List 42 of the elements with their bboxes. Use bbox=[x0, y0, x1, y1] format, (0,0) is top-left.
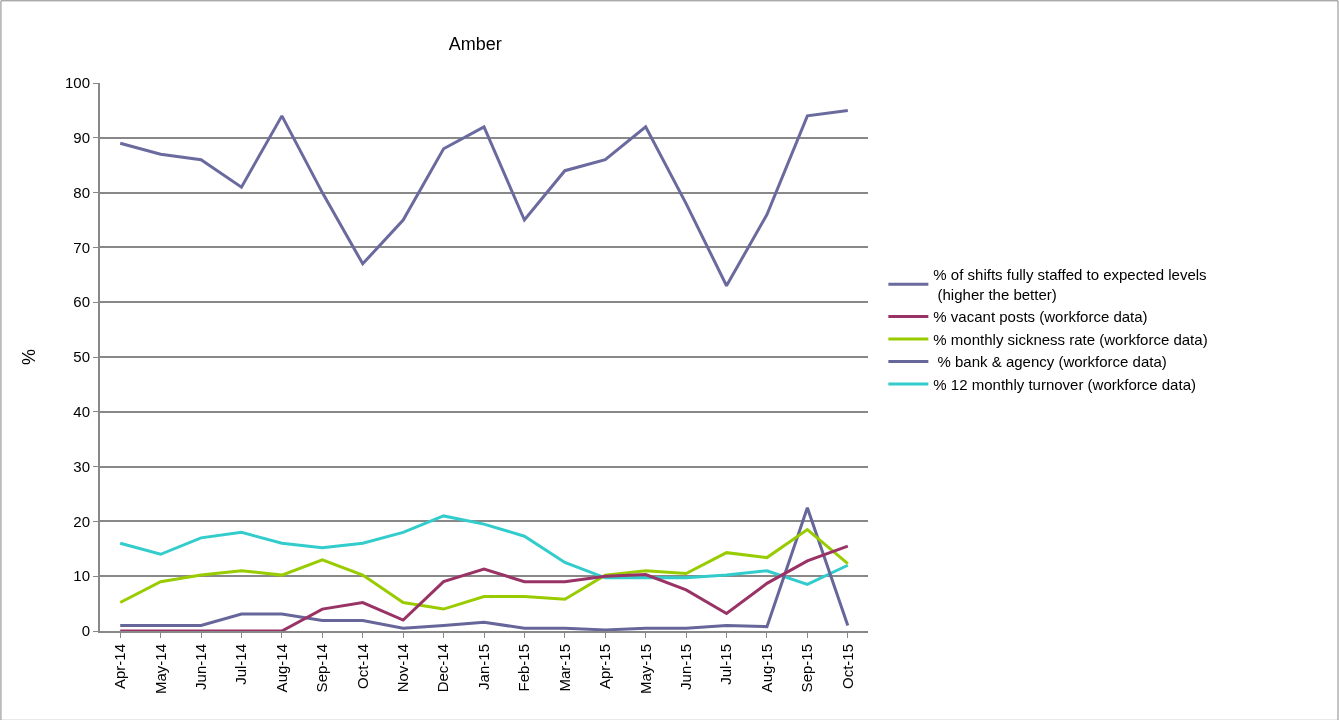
x-tick-label: Feb-15 bbox=[515, 644, 533, 692]
x-tick-label: Nov-14 bbox=[394, 644, 412, 693]
x-tick-label: May-15 bbox=[636, 644, 654, 695]
x-tick-label: Apr-14 bbox=[111, 644, 129, 690]
x-tick-label: Jun-15 bbox=[676, 644, 694, 690]
x-tick-label: Mar-15 bbox=[555, 644, 573, 692]
x-tick-label: Aug-15 bbox=[757, 644, 775, 693]
x-tick-label: Jan-15 bbox=[474, 644, 492, 690]
x-tick-label: Jun-14 bbox=[191, 644, 209, 690]
x-tick-label: Jul-15 bbox=[717, 644, 735, 685]
chart-title: Amber bbox=[448, 33, 502, 54]
x-tick-label: Aug-14 bbox=[272, 644, 290, 693]
y-tick-label: 0 bbox=[81, 622, 90, 640]
y-tick-label: 40 bbox=[73, 403, 90, 421]
y-tick-label: 30 bbox=[73, 457, 90, 475]
x-tick-label: May-14 bbox=[151, 644, 169, 695]
y-axis-title: % bbox=[18, 348, 39, 366]
x-tick-label: Sep-14 bbox=[313, 644, 331, 693]
line-series bbox=[118, 544, 850, 631]
x-tick-label: Sep-15 bbox=[798, 644, 816, 693]
line-series bbox=[118, 514, 850, 586]
x-tick-label: Dec-14 bbox=[434, 644, 452, 693]
y-tick-label: 10 bbox=[73, 567, 90, 585]
x-tick-label: Apr-15 bbox=[596, 644, 614, 690]
x-tick-label: Oct-14 bbox=[353, 644, 371, 690]
y-tick-label: 100 bbox=[64, 74, 90, 92]
line-series bbox=[118, 506, 850, 631]
x-tick-label: Jul-14 bbox=[232, 644, 250, 685]
line-series bbox=[118, 528, 850, 611]
legend-label: % vacant posts (workforce data) bbox=[933, 308, 1148, 326]
legend-label: % 12 monthly turnover (workforce data) bbox=[933, 375, 1196, 393]
y-tick-label: 70 bbox=[73, 238, 90, 256]
legend-label: % bank & agency (workforce data) bbox=[933, 353, 1167, 371]
y-tick-label: 60 bbox=[73, 293, 90, 311]
legend-label: % monthly sickness rate (workforce data) bbox=[933, 330, 1208, 348]
y-tick-label: 50 bbox=[73, 348, 90, 366]
x-tick-label: Oct-15 bbox=[838, 644, 856, 690]
y-tick-label: 80 bbox=[73, 183, 90, 201]
y-tick-label: 90 bbox=[73, 129, 90, 147]
line-series bbox=[118, 108, 850, 288]
y-tick-label: 20 bbox=[73, 512, 90, 530]
legend-label: % of shifts fully staffed to expected levels (higher the better) bbox=[933, 266, 1207, 303]
